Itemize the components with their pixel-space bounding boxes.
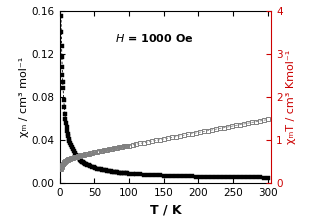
Y-axis label: χₘ / cm³ mol⁻¹: χₘ / cm³ mol⁻¹ bbox=[19, 57, 29, 137]
Y-axis label: χₘT / cm³ Kmol⁻¹: χₘT / cm³ Kmol⁻¹ bbox=[286, 50, 296, 144]
X-axis label: T / K: T / K bbox=[150, 203, 181, 216]
Text: $\mathit{H}$ = 1000 Oe: $\mathit{H}$ = 1000 Oe bbox=[115, 32, 193, 44]
